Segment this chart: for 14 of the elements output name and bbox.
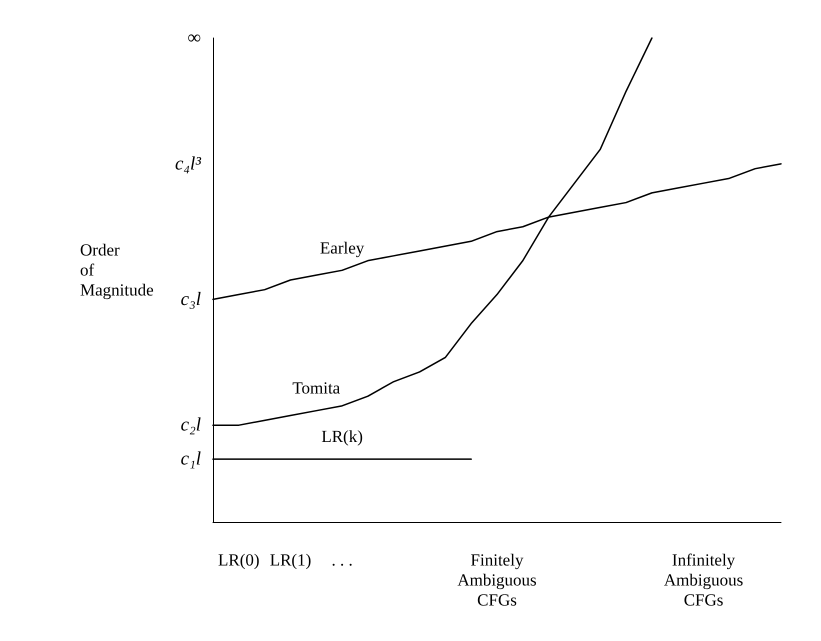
x-tick-label: LR(0) [218, 550, 260, 570]
x-tick-label: LR(1) [270, 550, 312, 570]
x-tick-label: . . . [331, 550, 353, 570]
text: ∞ [187, 28, 201, 48]
x-tick-label: Infinitely Ambiguous CFGs [664, 550, 744, 610]
text: c₃l [180, 288, 201, 310]
series-label: Tomita [292, 378, 341, 398]
text: c₂l [180, 414, 201, 436]
x-tick-label: Finitely Ambiguous CFGs [457, 550, 537, 610]
y-axis-title: Order of Magnitude [80, 240, 154, 300]
text: c₁l [180, 448, 201, 470]
series-label: LR(k) [321, 427, 363, 446]
text: c₄l³ [174, 153, 202, 174]
series-label: Earley [320, 238, 365, 258]
